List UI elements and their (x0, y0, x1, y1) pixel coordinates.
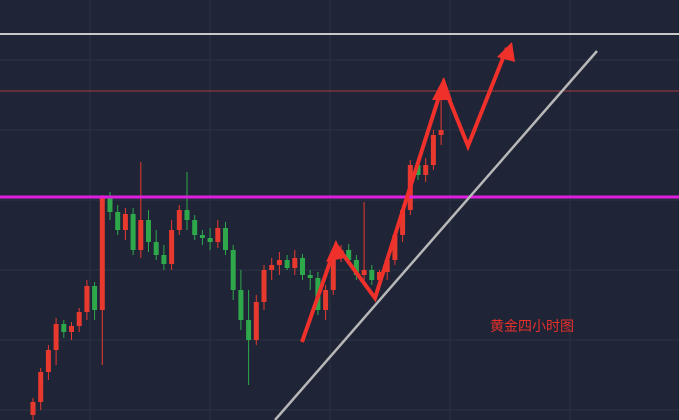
candle-body (238, 290, 244, 320)
candle-body (92, 286, 98, 310)
candle-body (276, 260, 282, 265)
candle-body (246, 320, 252, 340)
forecast-arrows (300, 47, 509, 343)
candle-body (353, 260, 359, 275)
candle-body (307, 275, 313, 278)
candle-body (284, 260, 290, 268)
candle-body (99, 198, 105, 310)
candle-body (438, 130, 444, 135)
candle-body (53, 324, 59, 350)
candle-body (361, 270, 367, 275)
candle-body (392, 235, 398, 260)
candle-body (269, 265, 275, 270)
candle-body (130, 214, 136, 250)
candle-body (153, 242, 159, 255)
candle-body (261, 270, 267, 302)
candle-body (146, 220, 151, 242)
candle-body (30, 402, 36, 415)
candle-body (377, 272, 382, 280)
candle-body (300, 258, 305, 275)
candle-body (192, 220, 198, 235)
candle-body (69, 326, 74, 332)
candle-body (230, 250, 236, 290)
candle-body (138, 220, 144, 250)
candle-body (415, 165, 421, 175)
candle-body (330, 255, 336, 290)
candle-body (292, 258, 298, 268)
candle-body (61, 324, 67, 332)
candle-body (430, 135, 436, 165)
candle-body (346, 250, 352, 260)
candle-body (215, 228, 221, 242)
candle-body (253, 302, 259, 340)
arrow-heads (326, 42, 515, 262)
trend-line (274, 50, 598, 420)
candle-body (184, 210, 190, 220)
candle-body (207, 238, 213, 242)
candle-body (161, 255, 167, 264)
candle-body (423, 165, 429, 175)
candle-body (176, 210, 182, 230)
candle-body (122, 214, 128, 230)
candle-body (400, 210, 406, 235)
candle-body (84, 286, 90, 312)
candle-body (45, 350, 51, 372)
candle-body (199, 235, 205, 238)
candle-body (323, 290, 329, 310)
candle-body (76, 312, 82, 326)
candle-body (107, 198, 113, 212)
candle-body (115, 212, 121, 230)
candle-body (223, 228, 228, 250)
candle-body (369, 270, 375, 280)
candle-body (169, 230, 175, 264)
chart-annotation: 黄金四小时图 (490, 318, 574, 335)
candle-body (38, 372, 44, 402)
